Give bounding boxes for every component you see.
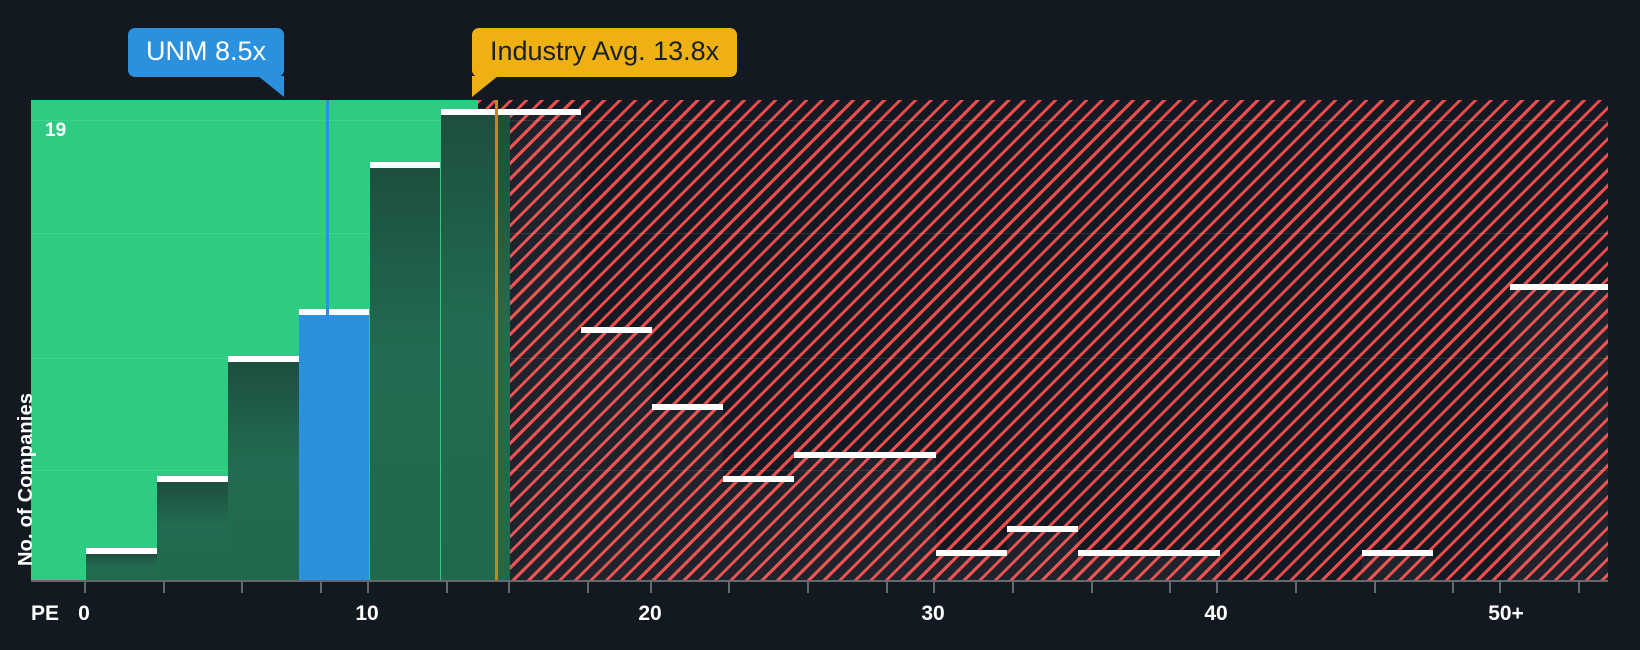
x-axis-tick bbox=[163, 582, 165, 593]
bar-cap bbox=[1007, 526, 1078, 532]
bar-cap bbox=[1149, 550, 1220, 556]
bar-cap bbox=[1078, 550, 1149, 556]
y-axis-label: No. of Companies bbox=[15, 392, 37, 566]
histogram-bar-highlight[interactable] bbox=[299, 309, 369, 580]
bar-cap bbox=[723, 476, 794, 482]
x-axis-tick bbox=[241, 582, 243, 593]
bar-cap bbox=[1510, 284, 1608, 290]
x-axis-tick bbox=[367, 582, 369, 593]
histogram-bar[interactable] bbox=[228, 356, 299, 580]
histogram-bar[interactable] bbox=[157, 476, 228, 580]
histogram-bar[interactable] bbox=[794, 452, 865, 580]
x-axis-tick bbox=[1578, 582, 1580, 593]
x-axis-tick bbox=[1216, 582, 1218, 593]
bar-cap bbox=[581, 327, 652, 333]
x-axis-tick bbox=[1169, 582, 1171, 593]
histogram-bar[interactable] bbox=[441, 109, 510, 580]
x-axis-tick bbox=[587, 582, 589, 593]
bar-cap bbox=[157, 476, 228, 482]
unm-callout[interactable]: UNM 8.5x bbox=[128, 28, 285, 97]
histogram-bar[interactable] bbox=[1078, 550, 1149, 580]
x-axis-tick bbox=[320, 582, 322, 593]
x-axis-tick bbox=[446, 582, 448, 593]
industry-avg-callout[interactable]: Industry Avg. 13.8x bbox=[472, 28, 738, 97]
x-axis-tick bbox=[728, 582, 730, 593]
histogram-bar[interactable] bbox=[865, 452, 936, 580]
bar-cap bbox=[370, 162, 440, 168]
x-axis-tick-label: 10 bbox=[355, 602, 379, 625]
industry-avg-callout-label: Industry Avg. 13.8x bbox=[490, 36, 720, 66]
bar-cap bbox=[299, 309, 369, 315]
histogram-bar[interactable] bbox=[581, 327, 652, 580]
x-axis-line bbox=[31, 580, 1608, 582]
callout-tail bbox=[258, 76, 285, 97]
x-axis-tick bbox=[933, 582, 935, 593]
overvalued-zone bbox=[478, 100, 1608, 580]
unm-indicator-line bbox=[326, 100, 329, 580]
peak-value-label: 19 bbox=[45, 120, 67, 141]
x-axis-tick-label: 20 bbox=[638, 602, 662, 625]
x-axis-tick bbox=[1499, 582, 1501, 593]
histogram-bar[interactable] bbox=[1362, 550, 1433, 580]
bar-cap bbox=[652, 404, 723, 410]
bar-cap bbox=[794, 452, 865, 458]
bar-cap bbox=[441, 109, 510, 115]
bar-cap bbox=[510, 109, 581, 115]
histogram-bar[interactable] bbox=[86, 548, 157, 580]
bar-cap bbox=[1362, 550, 1433, 556]
x-axis-tick bbox=[1091, 582, 1093, 593]
bar-cap bbox=[86, 548, 157, 554]
x-axis-tick bbox=[1374, 582, 1376, 593]
histogram-bar[interactable] bbox=[1510, 284, 1608, 580]
histogram-bar[interactable] bbox=[652, 404, 723, 580]
histogram-bar[interactable] bbox=[1149, 550, 1220, 580]
x-axis-tick bbox=[1295, 582, 1297, 593]
x-axis-tick-label: 50+ bbox=[1488, 602, 1524, 625]
histogram-bar[interactable] bbox=[370, 162, 440, 580]
histogram-bar[interactable] bbox=[1007, 526, 1078, 580]
x-axis-tick bbox=[84, 582, 86, 593]
x-axis-tick bbox=[886, 582, 888, 593]
x-axis-tick bbox=[1012, 582, 1014, 593]
plot-area bbox=[31, 100, 1608, 580]
x-axis-tick bbox=[650, 582, 652, 593]
callout-tail bbox=[472, 76, 498, 97]
histogram-bar[interactable] bbox=[936, 550, 1007, 580]
histogram-bar[interactable] bbox=[510, 109, 581, 580]
x-axis-title: PE bbox=[31, 602, 60, 625]
bar-cap bbox=[936, 550, 1007, 556]
x-axis-tick-label: 40 bbox=[1204, 602, 1228, 625]
unm-callout-label: UNM 8.5x bbox=[146, 36, 267, 66]
histogram-bar[interactable] bbox=[723, 476, 794, 580]
x-axis-tick bbox=[807, 582, 809, 593]
x-axis-tick bbox=[1452, 582, 1454, 593]
x-axis-tick-label: 0 bbox=[78, 602, 90, 625]
bar-cap bbox=[865, 452, 936, 458]
industry-avg-indicator-line bbox=[495, 100, 498, 580]
x-axis-tick-label: 30 bbox=[921, 602, 945, 625]
x-axis-tick bbox=[508, 582, 510, 593]
bar-cap bbox=[228, 356, 299, 362]
